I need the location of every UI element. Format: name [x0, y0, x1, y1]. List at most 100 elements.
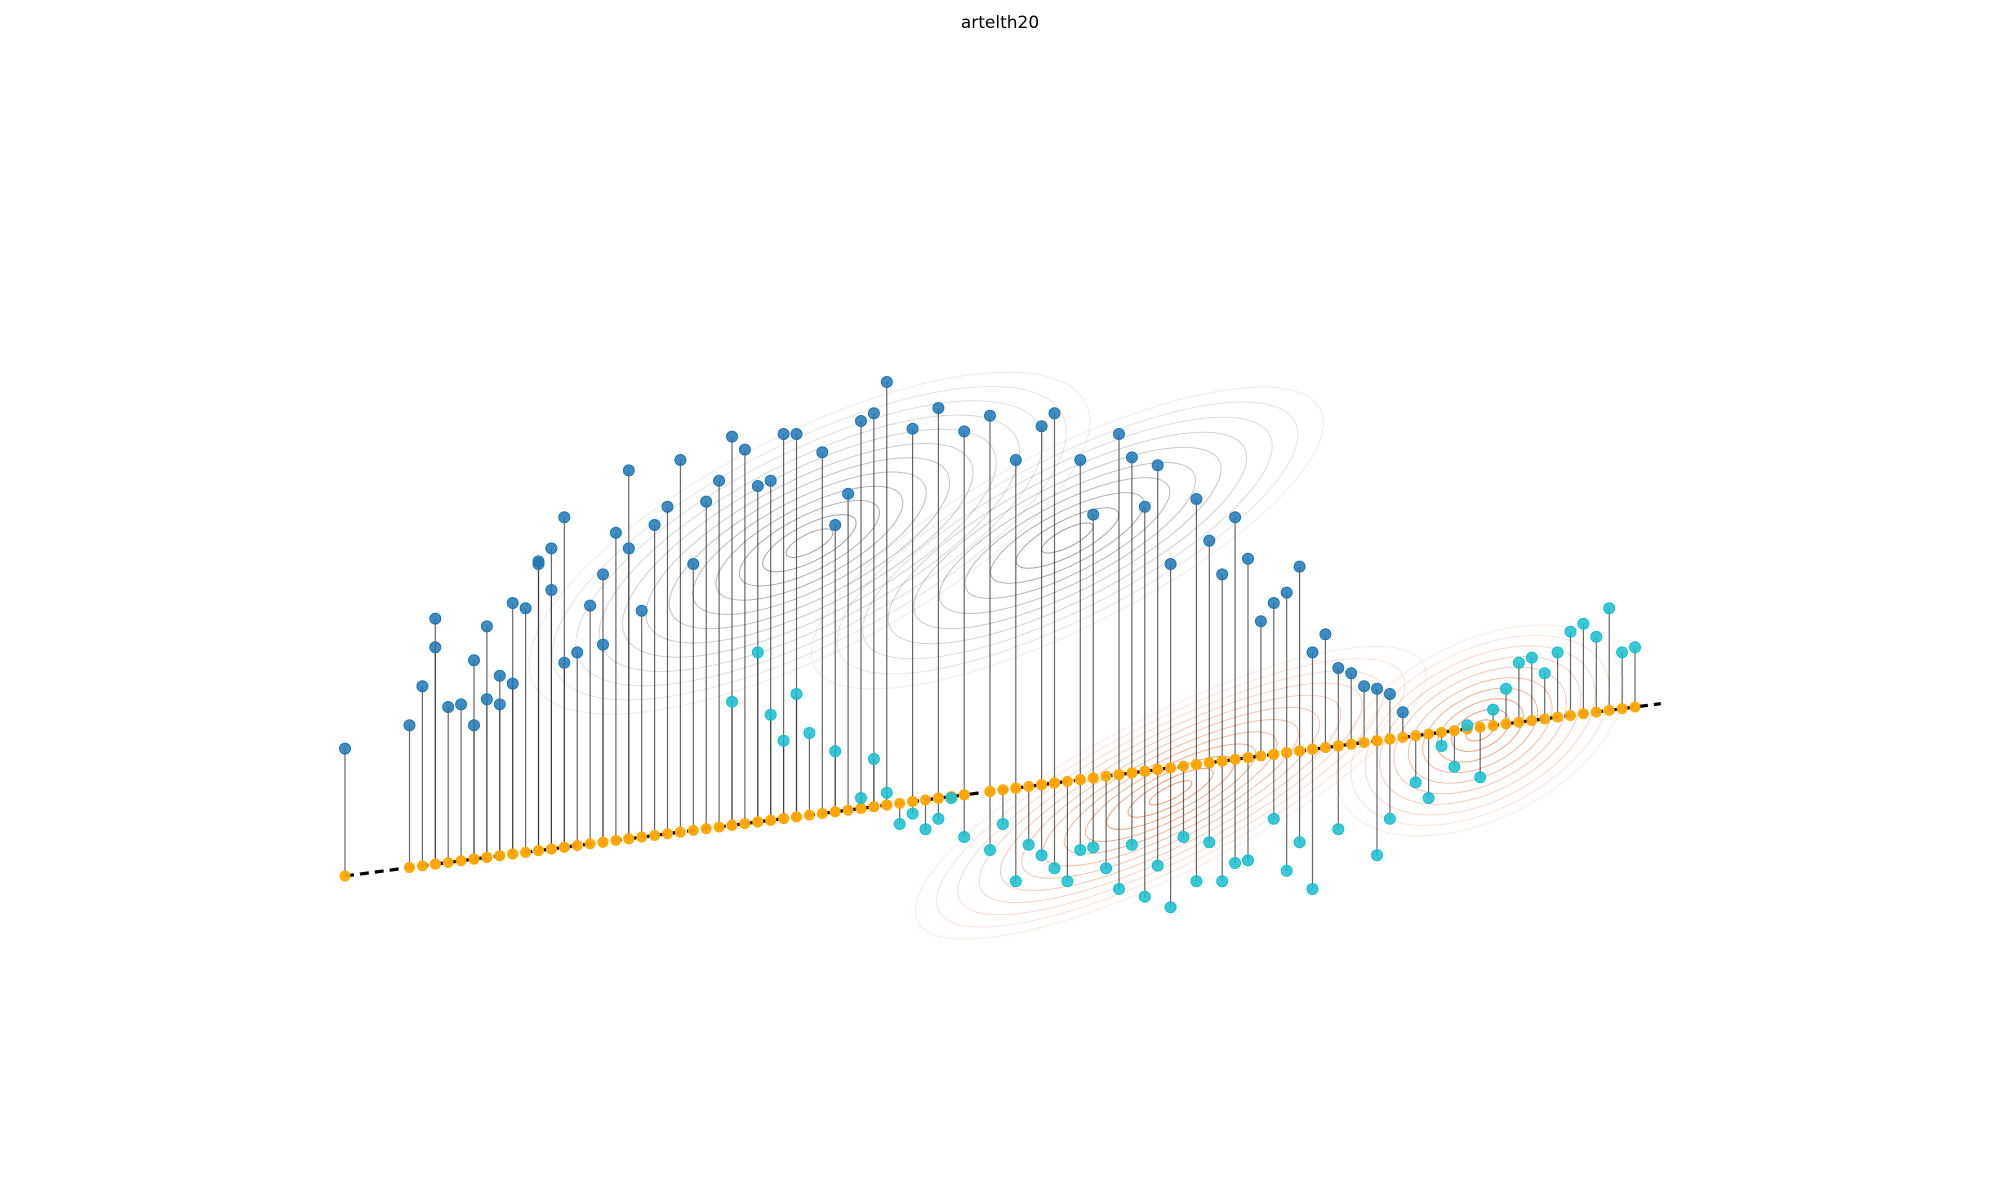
data-point-class-a	[661, 500, 674, 513]
data-point-class-a	[1035, 420, 1048, 433]
data-point-class-b	[1616, 646, 1629, 659]
data-point-class-b	[1035, 849, 1048, 862]
data-point-class-a	[1242, 552, 1254, 565]
data-point-class-b	[1422, 792, 1435, 804]
projected-point	[1113, 769, 1125, 781]
projected-point	[816, 807, 828, 819]
projected-point	[520, 846, 532, 858]
data-point-class-b	[751, 646, 764, 659]
projected-point	[1010, 782, 1022, 794]
data-point-class-a	[1293, 560, 1306, 573]
contour-line	[936, 658, 1406, 928]
projected-point	[1539, 713, 1551, 725]
data-point-class-b	[764, 708, 777, 721]
contour-line	[1336, 624, 1625, 837]
projected-point	[1049, 777, 1060, 789]
projected-point	[1061, 775, 1073, 787]
data-point-class-b	[1009, 875, 1022, 888]
data-point-class-b	[1461, 719, 1474, 732]
data-point-class-b	[829, 745, 842, 758]
projected-point	[558, 841, 570, 853]
contour-line	[762, 514, 857, 573]
data-point-class-a	[1267, 597, 1280, 609]
projected-point	[1500, 718, 1512, 730]
contour-line	[1041, 522, 1094, 554]
data-point-class-a	[506, 677, 519, 690]
chart-title: artelth20	[960, 13, 1040, 33]
projected-point	[1436, 726, 1447, 738]
data-point-class-a	[597, 568, 609, 581]
data-point-class-a	[1164, 558, 1177, 570]
data-point-class-a	[429, 612, 442, 625]
data-point-class-b	[1164, 901, 1177, 914]
projected-point	[1178, 760, 1189, 772]
data-point-class-a	[480, 693, 493, 706]
data-point-class-a	[1190, 493, 1203, 505]
data-point-class-b	[1022, 838, 1035, 851]
data-point-class-a	[1074, 454, 1087, 466]
data-point-class-b	[1564, 625, 1577, 638]
projected-points	[339, 701, 1641, 882]
projected-point	[1036, 779, 1048, 791]
projected-point	[533, 845, 544, 857]
projected-point	[997, 784, 1009, 796]
data-point-class-a	[416, 680, 429, 693]
data-point-class-b	[945, 792, 958, 804]
data-point-class-b	[1590, 630, 1603, 643]
projected-point	[416, 860, 428, 872]
projected-point	[700, 823, 712, 835]
data-point-class-a	[1113, 428, 1125, 440]
data-point-class-a	[764, 474, 777, 487]
data-point-class-a	[1319, 628, 1332, 641]
projected-point	[907, 796, 919, 808]
data-point-class-a	[455, 698, 468, 711]
data-point-class-a	[906, 422, 919, 435]
data-point-class-a	[855, 415, 867, 427]
data-point-class-a	[1280, 586, 1293, 599]
projected-point	[829, 806, 841, 818]
projected-point	[1474, 721, 1486, 733]
data-point-class-b	[1061, 875, 1074, 888]
data-point-class-a	[1345, 667, 1358, 680]
projected-point	[1448, 725, 1460, 737]
data-point-class-b	[1203, 836, 1216, 849]
projected-point	[1281, 747, 1293, 759]
data-point-class-a	[1216, 568, 1229, 581]
projected-point	[1165, 762, 1177, 774]
data-point-class-a	[738, 443, 751, 456]
data-point-class-a	[1138, 500, 1151, 513]
data-point-class-a	[1087, 508, 1100, 521]
projected-point	[803, 809, 815, 821]
projected-point	[1203, 757, 1215, 769]
projected-point	[894, 797, 906, 809]
contour-line	[715, 485, 904, 601]
data-point-class-b	[855, 792, 867, 804]
projected-point	[1152, 764, 1164, 776]
data-point-class-b	[1138, 890, 1151, 903]
projected-point	[1552, 711, 1564, 723]
projected-point	[1216, 755, 1228, 767]
contour-line	[1015, 507, 1120, 569]
projected-point	[881, 799, 893, 811]
projected-point	[1358, 736, 1370, 748]
projected-point	[584, 838, 596, 850]
data-point-class-a	[1254, 615, 1267, 628]
data-point-class-b	[1242, 854, 1254, 867]
projected-point	[1319, 742, 1331, 754]
projected-point	[1074, 774, 1086, 786]
contour-line	[1379, 656, 1582, 805]
contour-line	[528, 371, 1091, 715]
projected-point	[571, 840, 583, 852]
data-point-class-b	[777, 734, 790, 747]
data-point-class-b	[1603, 602, 1616, 615]
data-point-class-a	[584, 599, 597, 612]
data-point-class-a	[571, 646, 584, 659]
data-point-class-a	[493, 698, 506, 711]
data-point-class-a	[790, 428, 803, 440]
projected-point	[739, 818, 751, 830]
data-point-class-b	[880, 786, 893, 799]
projected-point	[726, 819, 738, 831]
projected-point	[1229, 753, 1241, 765]
contour-line	[1436, 698, 1524, 763]
